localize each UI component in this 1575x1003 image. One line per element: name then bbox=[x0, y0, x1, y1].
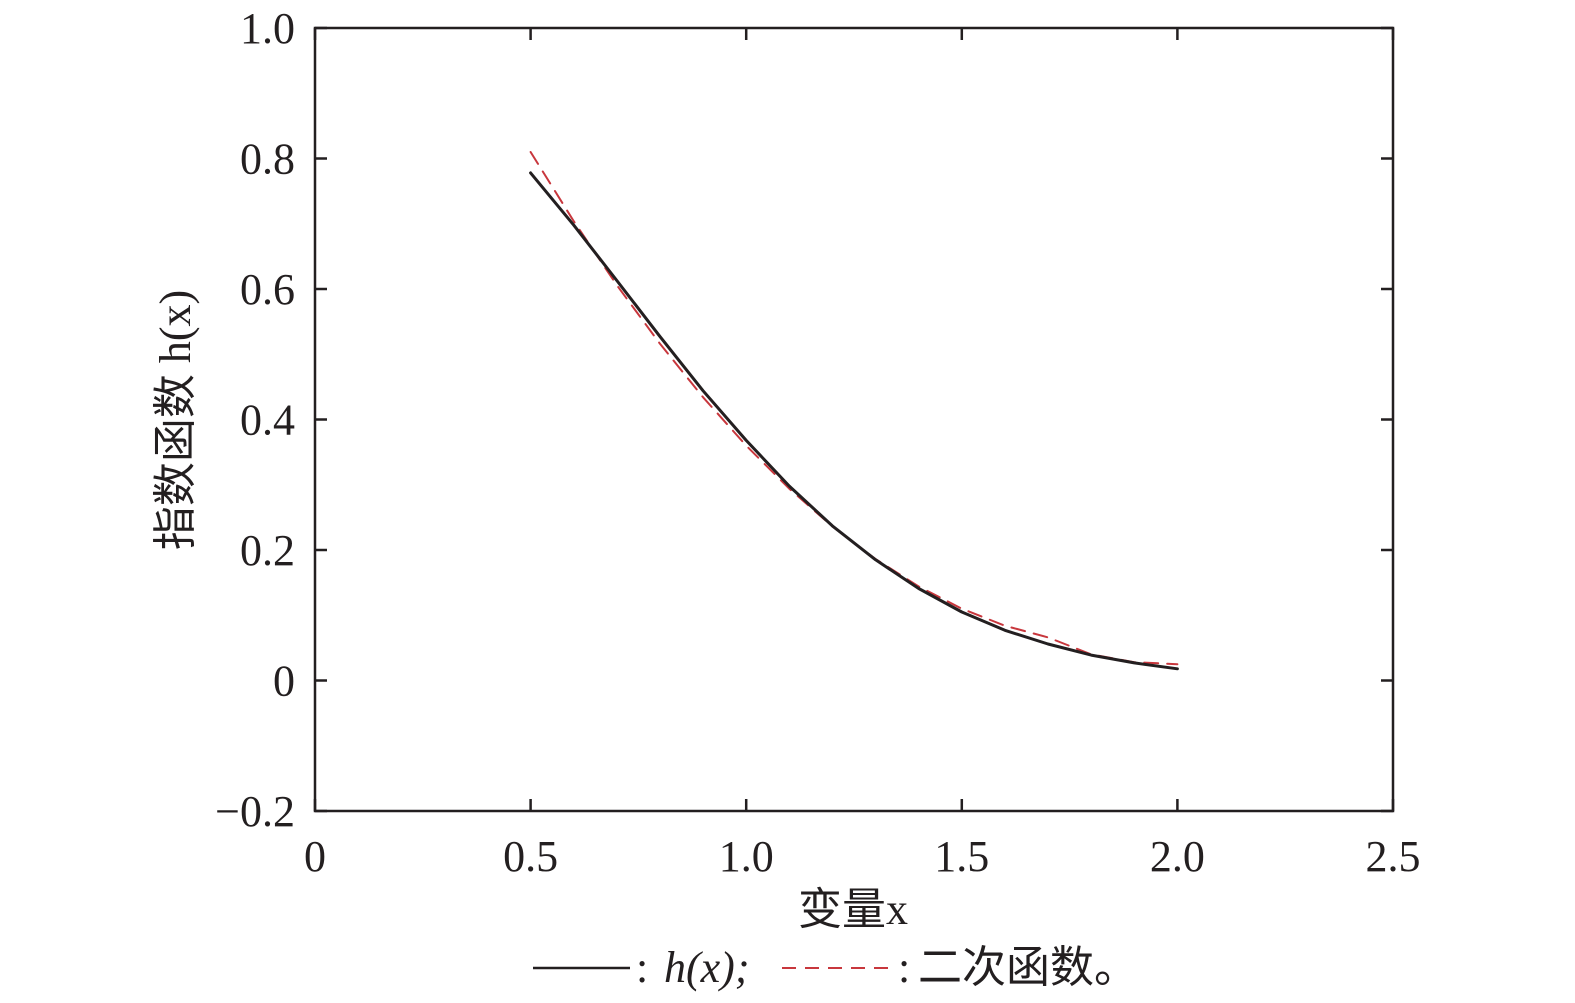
y-tick-label: 0.2 bbox=[240, 526, 295, 575]
series-line-quadratic bbox=[529, 151, 1179, 666]
legend-item-quadratic: 二次函数。 bbox=[918, 943, 1138, 992]
y-tick-label: 1.0 bbox=[240, 4, 295, 53]
x-tick-label: 1.0 bbox=[719, 832, 774, 881]
legend-item-hx: h(x); bbox=[664, 943, 750, 992]
x-tick-label: 2.0 bbox=[1150, 832, 1205, 881]
x-tick-label: 2.5 bbox=[1366, 832, 1421, 881]
series-line-hx bbox=[529, 171, 1179, 671]
x-tick-label: 0 bbox=[304, 832, 326, 881]
legend-colon-2: : bbox=[898, 943, 910, 992]
y-tick-label: −0.2 bbox=[215, 787, 295, 836]
y-axis-label: 指数函数 h(x) bbox=[151, 290, 200, 550]
x-tick-label: 1.5 bbox=[934, 832, 989, 881]
x-tick-label: 0.5 bbox=[503, 832, 558, 881]
legend-colon-1: : bbox=[636, 943, 648, 992]
y-tick-label: 0.4 bbox=[240, 396, 295, 445]
y-tick-label: 0.6 bbox=[240, 265, 295, 314]
plot-frame bbox=[313, 26, 1395, 813]
y-tick-label: 0.8 bbox=[240, 135, 295, 184]
legend: : h(x); : 二次函数。 bbox=[533, 943, 1138, 992]
x-axis-label: 变量x bbox=[798, 885, 908, 934]
y-tick-label: 0 bbox=[273, 657, 295, 706]
